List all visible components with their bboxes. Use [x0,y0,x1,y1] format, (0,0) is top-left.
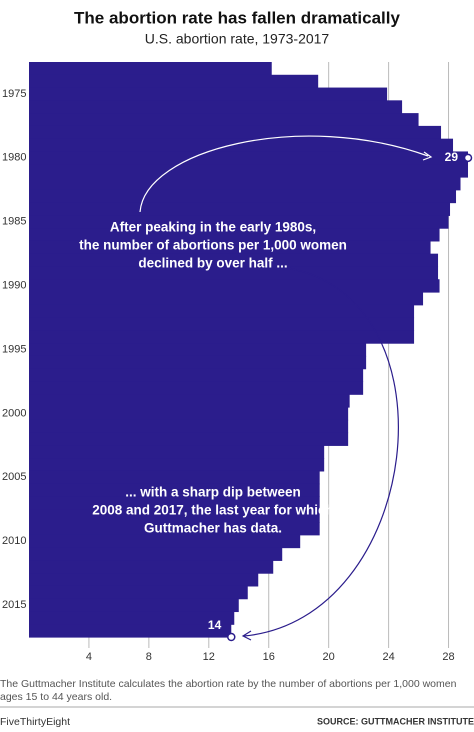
bar [29,266,439,280]
annotation: Guttmacher has data. [144,521,282,536]
y-tick-label: 1995 [2,343,26,355]
bar [29,228,440,242]
annotation: 2008 and 2017, the last year for which [92,503,334,518]
bar [29,419,349,434]
x-tick-label: 4 [86,651,92,663]
bars: 1975 1980 1985 1990 1995 2000 2005 2010 2015 [2,62,469,638]
bar [29,100,403,114]
bar [29,87,388,101]
y-tick-label: 2005 [2,471,26,483]
y-tick-label: 1980 [2,152,26,164]
x-tick-label: 8 [146,651,152,663]
bar [29,317,415,331]
bar [29,407,349,421]
chart-subtitle: U.S. abortion rate, 1973-2017 [145,31,330,47]
bar [29,573,259,587]
arrowhead [241,630,252,641]
overlay: 29 14 After peaking in the early 1980s, the… [79,135,473,642]
bar [29,355,367,370]
annotation: ... with a sharp dip between [125,485,301,500]
bar [29,330,415,344]
bar [29,547,283,561]
bar [29,113,419,127]
bar [29,189,457,204]
value-label: 14 [208,618,222,632]
bar [29,279,440,293]
bar [29,624,232,638]
x-tick-label: 28 [442,651,454,663]
bar [29,585,248,600]
bar [29,381,364,395]
bar [29,177,461,191]
bar [29,522,320,536]
bar [29,292,424,306]
y-tick-label: 1985 [2,216,26,228]
bar [29,394,350,408]
bar [29,253,439,268]
value-dot [463,153,473,163]
arrowhead [422,151,433,161]
bar [29,483,320,498]
arrow [139,135,429,213]
bar [29,509,320,523]
bar [29,445,325,459]
x-tick-label: 12 [203,651,215,663]
footnote: The Guttmacher Institute calculates the … [0,678,457,690]
arrow [243,267,399,637]
chart-title: The abortion rate has fallen dramaticall… [74,8,400,27]
bar [29,138,454,153]
bar [29,62,272,76]
bar [29,560,274,574]
y-tick-label: 2000 [2,407,26,419]
bar [29,202,451,216]
bar [29,368,364,383]
x-tick-label: 24 [382,651,394,663]
source: SOURCE: GUTTMACHER INSTITUTE [317,716,474,726]
bar [29,496,320,510]
brand: FiveThirtyEight [0,716,70,728]
bar [29,151,469,165]
bar [29,611,235,625]
bar [29,215,449,229]
footnote: ages 15 to 44 years old. [0,691,112,703]
value-label: 29 [445,150,459,164]
bar [29,304,415,319]
y-tick-label: 1975 [2,88,26,100]
bar [29,534,301,549]
y-tick-label: 2015 [2,599,26,611]
bar [29,458,325,472]
annotation: declined by over half ... [138,256,287,271]
x-tick-label: 16 [263,651,275,663]
value-dot [227,632,236,642]
bar [29,470,320,485]
bar [29,240,431,255]
bar [29,432,349,446]
bar [29,343,367,357]
bar [29,125,442,140]
annotation: After peaking in the early 1980s, [110,220,316,235]
x-tick-label: 20 [323,651,335,663]
y-tick-label: 1990 [2,280,26,292]
annotation: the number of abortions per 1,000 women [79,238,347,253]
bar [29,598,239,613]
bar [29,74,319,89]
y-tick-label: 2010 [2,535,26,547]
bar [29,164,469,178]
